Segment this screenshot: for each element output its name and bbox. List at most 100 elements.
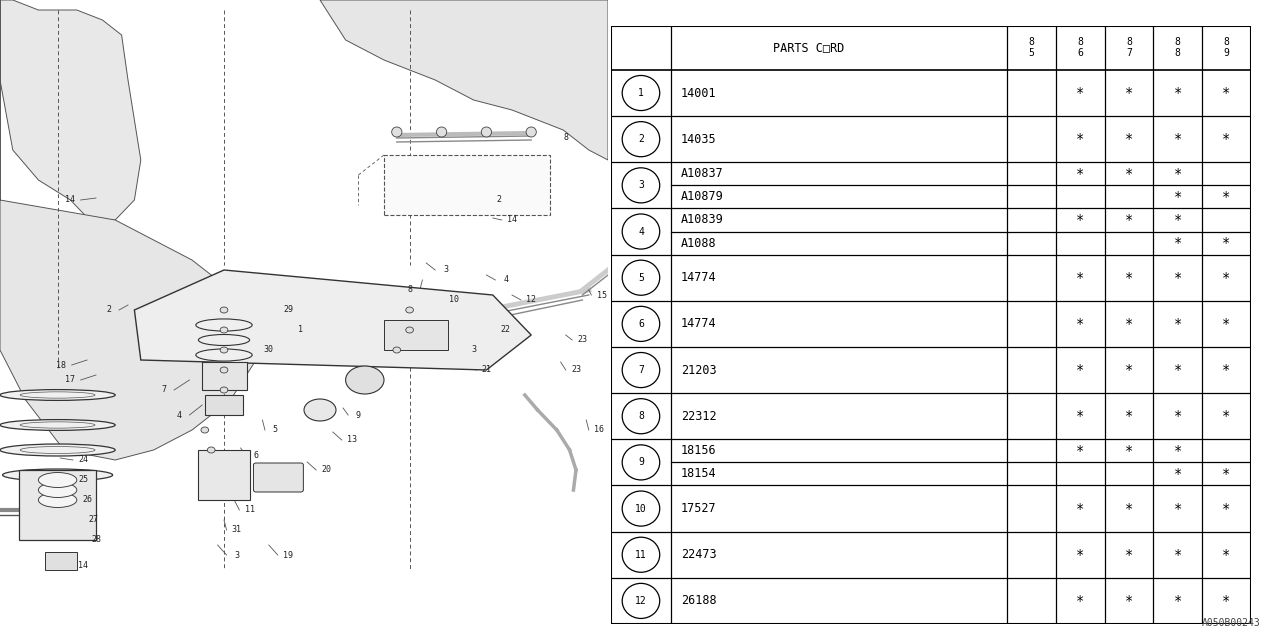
Text: *: *	[1222, 236, 1230, 250]
Text: 14: 14	[78, 561, 88, 570]
Bar	[205, 395, 243, 415]
Ellipse shape	[201, 427, 209, 433]
Text: 14774: 14774	[681, 271, 717, 284]
Text: 17527: 17527	[681, 502, 717, 515]
Text: A050B00243: A050B00243	[1202, 618, 1261, 628]
Text: 8: 8	[1224, 38, 1229, 47]
Text: *: *	[1125, 271, 1133, 285]
Ellipse shape	[305, 399, 335, 421]
Text: *: *	[1222, 190, 1230, 204]
Text: 8: 8	[637, 412, 644, 421]
Text: 3: 3	[443, 266, 448, 275]
Text: *: *	[1125, 444, 1133, 458]
Ellipse shape	[393, 347, 401, 353]
Text: *: *	[1125, 213, 1133, 227]
Text: 2: 2	[497, 195, 502, 205]
Text: *: *	[1174, 271, 1181, 285]
Text: A10879: A10879	[681, 191, 723, 204]
Text: 5: 5	[273, 426, 278, 435]
Text: *: *	[1222, 409, 1230, 423]
Text: *: *	[1076, 363, 1084, 377]
Text: *: *	[1174, 548, 1181, 562]
Text: *: *	[1076, 167, 1084, 181]
Text: *: *	[1222, 132, 1230, 146]
Text: 31: 31	[232, 525, 242, 534]
Text: 2: 2	[637, 134, 644, 144]
Text: *: *	[1076, 444, 1084, 458]
Text: 9: 9	[1224, 48, 1229, 58]
Text: 7: 7	[637, 365, 644, 375]
Text: 5: 5	[1029, 48, 1034, 58]
Text: 24: 24	[78, 456, 88, 465]
Text: 30: 30	[264, 346, 274, 355]
Text: A1088: A1088	[681, 237, 717, 250]
Text: *: *	[1076, 409, 1084, 423]
Text: *: *	[1125, 86, 1133, 100]
Text: *: *	[1222, 363, 1230, 377]
Text: *: *	[1076, 594, 1084, 608]
Text: *: *	[1174, 363, 1181, 377]
Text: 22312: 22312	[681, 410, 717, 423]
Text: 9: 9	[637, 458, 644, 467]
Ellipse shape	[526, 127, 536, 137]
Text: *: *	[1174, 317, 1181, 331]
Text: 6: 6	[253, 451, 259, 460]
Text: 15: 15	[596, 291, 607, 300]
Ellipse shape	[406, 307, 413, 313]
Ellipse shape	[220, 307, 228, 313]
Text: 1: 1	[298, 326, 303, 335]
Text: *: *	[1076, 271, 1084, 285]
Text: A10839: A10839	[681, 214, 723, 227]
Text: *: *	[1174, 236, 1181, 250]
Text: *: *	[1174, 213, 1181, 227]
Text: 2: 2	[106, 305, 111, 314]
Text: 3: 3	[471, 346, 476, 355]
Text: *: *	[1076, 132, 1084, 146]
Ellipse shape	[220, 327, 228, 333]
Polygon shape	[0, 0, 256, 460]
Bar	[198, 450, 250, 500]
Text: *: *	[1125, 167, 1133, 181]
Ellipse shape	[38, 472, 77, 488]
Bar	[45, 552, 77, 570]
Text: 3: 3	[637, 180, 644, 190]
Text: 14774: 14774	[681, 317, 717, 330]
Text: 7: 7	[1126, 48, 1132, 58]
Text: *: *	[1222, 317, 1230, 331]
Text: 27: 27	[88, 515, 99, 525]
Bar	[19, 470, 96, 540]
Ellipse shape	[481, 127, 492, 137]
Text: 17: 17	[65, 376, 76, 385]
Ellipse shape	[38, 483, 77, 497]
Text: *: *	[1125, 594, 1133, 608]
Ellipse shape	[0, 444, 115, 456]
Text: *: *	[1222, 271, 1230, 285]
Text: 26188: 26188	[681, 595, 717, 607]
Text: *: *	[1222, 548, 1230, 562]
Ellipse shape	[0, 390, 115, 401]
Text: 14: 14	[507, 216, 517, 225]
Text: 6: 6	[637, 319, 644, 329]
Text: 8: 8	[563, 134, 568, 143]
Polygon shape	[339, 0, 608, 90]
Text: 25: 25	[78, 476, 88, 484]
Text: *: *	[1174, 467, 1181, 481]
Ellipse shape	[196, 349, 252, 361]
Ellipse shape	[196, 319, 252, 331]
Text: 8: 8	[1078, 38, 1083, 47]
Text: 21203: 21203	[681, 364, 717, 376]
Text: 12: 12	[526, 296, 536, 305]
Text: *: *	[1125, 502, 1133, 516]
Text: *: *	[1174, 132, 1181, 146]
Text: 8: 8	[1126, 38, 1132, 47]
Text: 14: 14	[65, 195, 76, 205]
Text: 23: 23	[577, 335, 588, 344]
Text: 1: 1	[637, 88, 644, 98]
Text: 16: 16	[594, 426, 604, 435]
Text: 28: 28	[91, 536, 101, 545]
Text: *: *	[1125, 548, 1133, 562]
Text: 6: 6	[1078, 48, 1083, 58]
Text: *: *	[1125, 363, 1133, 377]
Text: 3: 3	[234, 550, 239, 559]
Bar	[384, 320, 448, 350]
